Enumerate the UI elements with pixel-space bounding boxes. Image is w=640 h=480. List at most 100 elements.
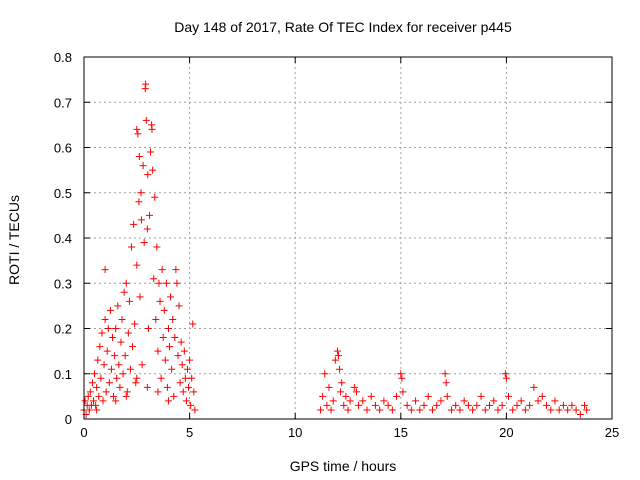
data-point — [143, 383, 151, 391]
data-point — [456, 406, 464, 414]
data-point — [128, 243, 136, 251]
data-point — [122, 279, 130, 287]
data-point — [103, 347, 111, 355]
chart-title: Day 148 of 2017, Rate Of TEC Index for r… — [174, 19, 512, 35]
data-point — [101, 315, 109, 323]
y-axis-label: ROTI / TECUs — [6, 195, 22, 285]
data-point — [168, 365, 176, 373]
data-point — [159, 334, 167, 342]
data-point — [114, 302, 122, 310]
y-tick-label: 0.4 — [54, 231, 72, 246]
data-point — [122, 392, 130, 400]
data-point — [117, 338, 125, 346]
data-point — [534, 397, 542, 405]
data-point — [384, 401, 392, 409]
data-point — [102, 388, 110, 396]
data-point — [420, 401, 428, 409]
data-point — [517, 397, 525, 405]
axis-ticks: 0 5 10 15 20 25 0 0.1 0.2 0.3 0.4 0.5 0.6 0.7 0.8 — [54, 50, 619, 440]
data-point — [172, 266, 180, 274]
data-point — [133, 125, 141, 133]
data-point — [583, 406, 591, 414]
data-point — [142, 80, 150, 88]
data-point — [145, 211, 153, 219]
x-tick-label: 10 — [288, 425, 302, 440]
data-point — [134, 130, 142, 138]
data-point — [352, 388, 360, 396]
data-point — [397, 370, 405, 378]
data-point — [403, 401, 411, 409]
data-point — [319, 392, 327, 400]
data-point — [144, 325, 152, 332]
data-point — [181, 374, 189, 382]
data-point — [98, 329, 106, 337]
data-point — [336, 365, 344, 373]
data-point — [169, 315, 177, 323]
data-point — [498, 401, 506, 409]
data-point — [90, 397, 98, 405]
data-point — [164, 397, 172, 405]
data-point — [433, 401, 441, 409]
data-point — [100, 361, 108, 369]
data-point — [473, 401, 481, 409]
data-point — [105, 379, 113, 387]
data-point — [94, 356, 102, 364]
data-point — [118, 315, 126, 323]
data-point — [139, 162, 147, 170]
data-point — [547, 406, 555, 414]
data-point — [115, 361, 123, 369]
y-tick-label: 0.2 — [54, 322, 72, 337]
data-point — [88, 379, 96, 387]
y-tick-label: 0.1 — [54, 367, 72, 382]
data-point — [167, 293, 175, 301]
data-point — [119, 370, 127, 378]
data-point — [132, 379, 140, 387]
x-tick-label: 0 — [80, 425, 87, 440]
data-point — [129, 343, 137, 351]
data-point — [189, 320, 197, 328]
data-point — [144, 171, 152, 179]
x-axis-label: GPS time / hours — [290, 458, 397, 474]
data-point — [447, 406, 455, 414]
data-point — [166, 343, 174, 351]
data-point — [156, 297, 164, 305]
data-point — [106, 306, 114, 314]
data-point — [177, 338, 185, 346]
data-point — [96, 343, 104, 351]
data-point — [502, 374, 510, 382]
data-point — [333, 347, 341, 355]
data-point — [136, 293, 144, 301]
data-point — [183, 365, 191, 373]
data-point — [84, 392, 92, 400]
data-point — [171, 334, 179, 342]
data-point — [155, 279, 163, 287]
data-point — [325, 383, 333, 391]
data-point — [555, 406, 563, 414]
data-point — [173, 279, 181, 287]
data-point — [376, 406, 384, 414]
data-point — [441, 370, 449, 378]
data-point — [190, 388, 198, 396]
data-point — [125, 297, 133, 305]
data-point — [551, 397, 559, 405]
data-point — [133, 374, 141, 382]
data-point — [154, 347, 162, 355]
data-points — [80, 80, 591, 418]
data-point — [363, 406, 371, 414]
data-point — [99, 397, 107, 405]
data-point — [81, 397, 89, 405]
data-point — [416, 406, 424, 414]
data-point — [113, 374, 121, 382]
data-point — [464, 401, 472, 409]
data-point — [323, 401, 331, 409]
data-point — [481, 406, 489, 414]
data-point — [187, 401, 195, 409]
data-point — [91, 370, 99, 378]
data-point — [135, 153, 143, 161]
data-point — [140, 239, 148, 247]
data-point — [505, 392, 513, 400]
x-tick-label: 20 — [499, 425, 513, 440]
data-point — [143, 225, 151, 233]
y-tick-label: 0.7 — [54, 95, 72, 110]
data-point — [152, 315, 160, 323]
